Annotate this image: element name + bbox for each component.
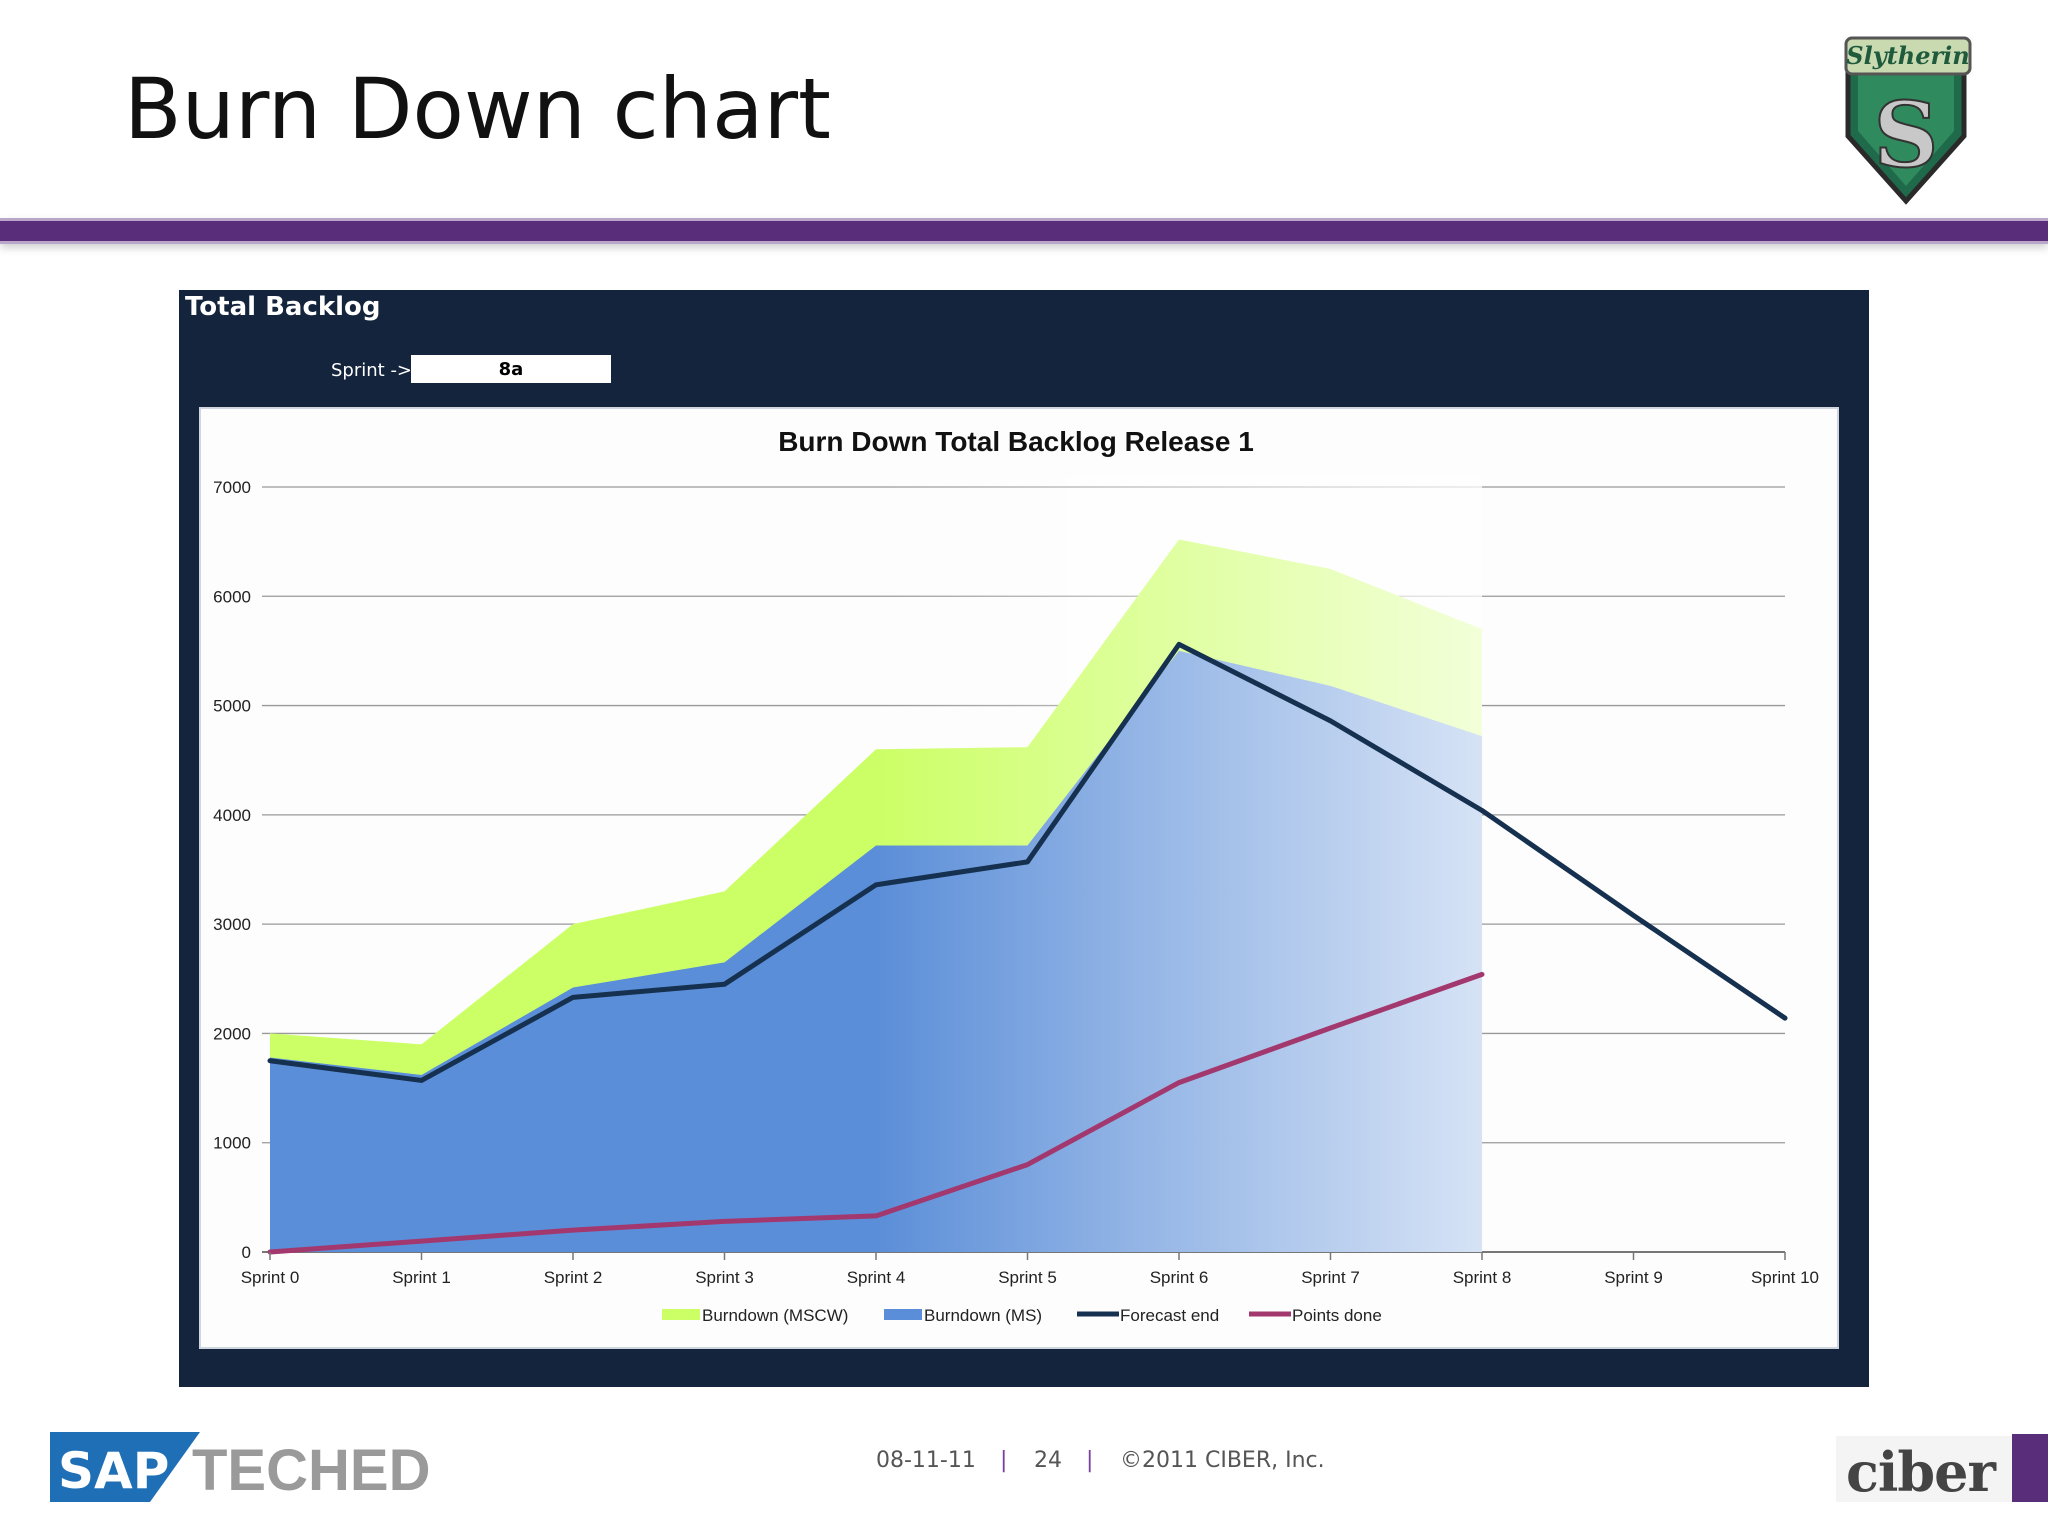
svg-text:SAP: SAP <box>58 1442 169 1500</box>
area-fade-overlay <box>270 477 1482 1252</box>
slytherin-crest-logo: Slytherin S <box>1844 36 1972 205</box>
total-backlog-panel: Total Backlog Sprint -> Burn Down Total … <box>179 290 1869 1387</box>
y-tick-label: 7000 <box>213 478 251 497</box>
svg-text:S: S <box>1874 82 1939 188</box>
x-tick-label: Sprint 5 <box>998 1268 1057 1287</box>
line-forecast-end <box>267 641 1788 1083</box>
x-tick-label: Sprint 7 <box>1301 1268 1360 1287</box>
y-tick-label: 2000 <box>213 1024 251 1043</box>
y-tick-label: 4000 <box>213 806 251 825</box>
ciber-logo-bar <box>2012 1434 2048 1502</box>
burndown-chart: Burn Down Total Backlog Release 1 0 1000 2… <box>199 407 1839 1349</box>
x-tick-label: Sprint 3 <box>695 1268 754 1287</box>
legend-label: Burndown (MSCW) <box>702 1306 848 1325</box>
sap-teched-logo: SAP TECHED <box>50 1430 430 1511</box>
x-tick-label: Sprint 10 <box>1751 1268 1819 1287</box>
chart-title: Burn Down Total Backlog Release 1 <box>778 426 1254 457</box>
legend-label: Burndown (MS) <box>924 1306 1042 1325</box>
x-tick-label: Sprint 4 <box>847 1268 906 1287</box>
svg-text:TECHED: TECHED <box>192 1438 430 1503</box>
ciber-logo: ciber <box>1836 1436 2012 1504</box>
legend-label: Forecast end <box>1120 1306 1219 1325</box>
y-tick-label: 3000 <box>213 915 251 934</box>
footer-copyright: ©2011 CIBER, Inc. <box>1120 1448 1325 1473</box>
legend-swatch <box>884 1309 922 1320</box>
footer-page-number: 24 <box>1034 1448 1062 1473</box>
x-tick-label: Sprint 1 <box>392 1268 451 1287</box>
panel-title: Total Backlog <box>185 292 381 322</box>
legend-label: Points done <box>1292 1306 1382 1325</box>
x-tick-label: Sprint 2 <box>544 1268 603 1287</box>
svg-text:Slytherin: Slytherin <box>1846 41 1969 70</box>
x-tick-label: Sprint 8 <box>1453 1268 1512 1287</box>
footer-separator: | <box>1086 1448 1094 1473</box>
footer-date: 08-11-11 <box>876 1448 976 1473</box>
line-points-done <box>267 971 1485 1255</box>
x-tick-label: Sprint 0 <box>241 1268 300 1287</box>
header-rule <box>0 218 2048 244</box>
x-tick-label: Sprint 9 <box>1604 1268 1663 1287</box>
y-tick-label: 1000 <box>213 1134 251 1153</box>
y-tick-label: 5000 <box>213 697 251 716</box>
x-tick-label: Sprint 6 <box>1150 1268 1209 1287</box>
footer-separator: | <box>1000 1448 1008 1473</box>
slide-title: Burn Down chart <box>124 60 831 158</box>
y-tick-label: 6000 <box>213 587 251 606</box>
ciber-logo-text: ciber <box>1846 1440 1996 1504</box>
y-tick-label: 0 <box>242 1243 251 1262</box>
legend-swatch <box>662 1309 700 1320</box>
sprint-selector-field[interactable] <box>411 355 611 383</box>
sprint-label: Sprint -> <box>331 360 413 381</box>
